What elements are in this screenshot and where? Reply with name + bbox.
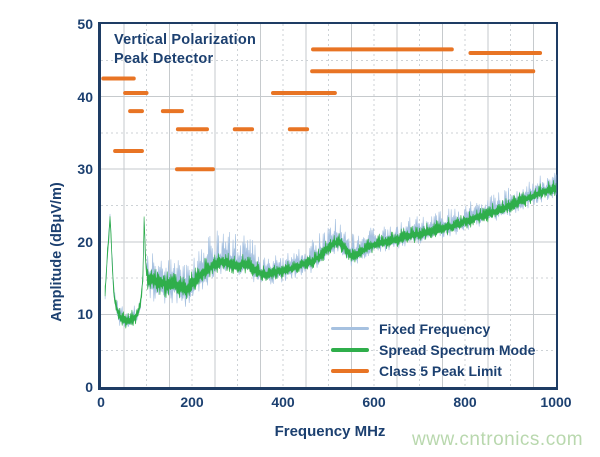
x-tick-label: 1000 xyxy=(540,394,572,410)
y-tick-label: 50 xyxy=(77,16,93,32)
x-tick-label: 400 xyxy=(271,394,295,410)
plot-area: Vertical Polarization Peak Detector Fixe… xyxy=(98,22,558,390)
x-tick-label: 0 xyxy=(97,394,105,410)
y-axis-title: Amplitude (dBμV/m) xyxy=(49,182,65,322)
legend-label: Class 5 Peak Limit xyxy=(379,362,502,379)
watermark-text: www.cntronics.com xyxy=(412,429,584,450)
y-tick-label: 40 xyxy=(77,88,93,105)
x-axis-title: Frequency MHz xyxy=(274,423,386,440)
y-tick-label: 10 xyxy=(77,306,93,323)
chart-canvas xyxy=(101,24,557,387)
y-tick-label: 20 xyxy=(77,233,93,250)
legend-label: Spread Spectrum Mode xyxy=(379,341,536,358)
y-tick-label: 30 xyxy=(77,161,93,178)
legend-item-class5-limit: Class 5 Peak Limit xyxy=(331,360,535,381)
legend-line-blue-icon xyxy=(331,327,369,330)
chart-title-line2: Peak Detector xyxy=(114,51,214,67)
x-tick-label: 600 xyxy=(362,394,386,410)
legend-item-spread-spectrum: Spread Spectrum Mode xyxy=(331,339,535,360)
chart-legend: Fixed Frequency Spread Spectrum Mode Cla… xyxy=(331,318,535,381)
chart-title-line1: Vertical Polarization xyxy=(114,32,256,48)
legend-label: Fixed Frequency xyxy=(379,320,491,337)
x-tick-label: 800 xyxy=(453,394,477,410)
legend-line-green-icon xyxy=(331,347,369,352)
legend-item-fixed-frequency: Fixed Frequency xyxy=(331,318,535,339)
chart-title: Vertical Polarization Peak Detector xyxy=(114,31,256,69)
x-tick-label: 200 xyxy=(180,394,204,410)
y-tick-label: 0 xyxy=(85,379,93,395)
legend-line-orange-icon xyxy=(331,368,369,373)
